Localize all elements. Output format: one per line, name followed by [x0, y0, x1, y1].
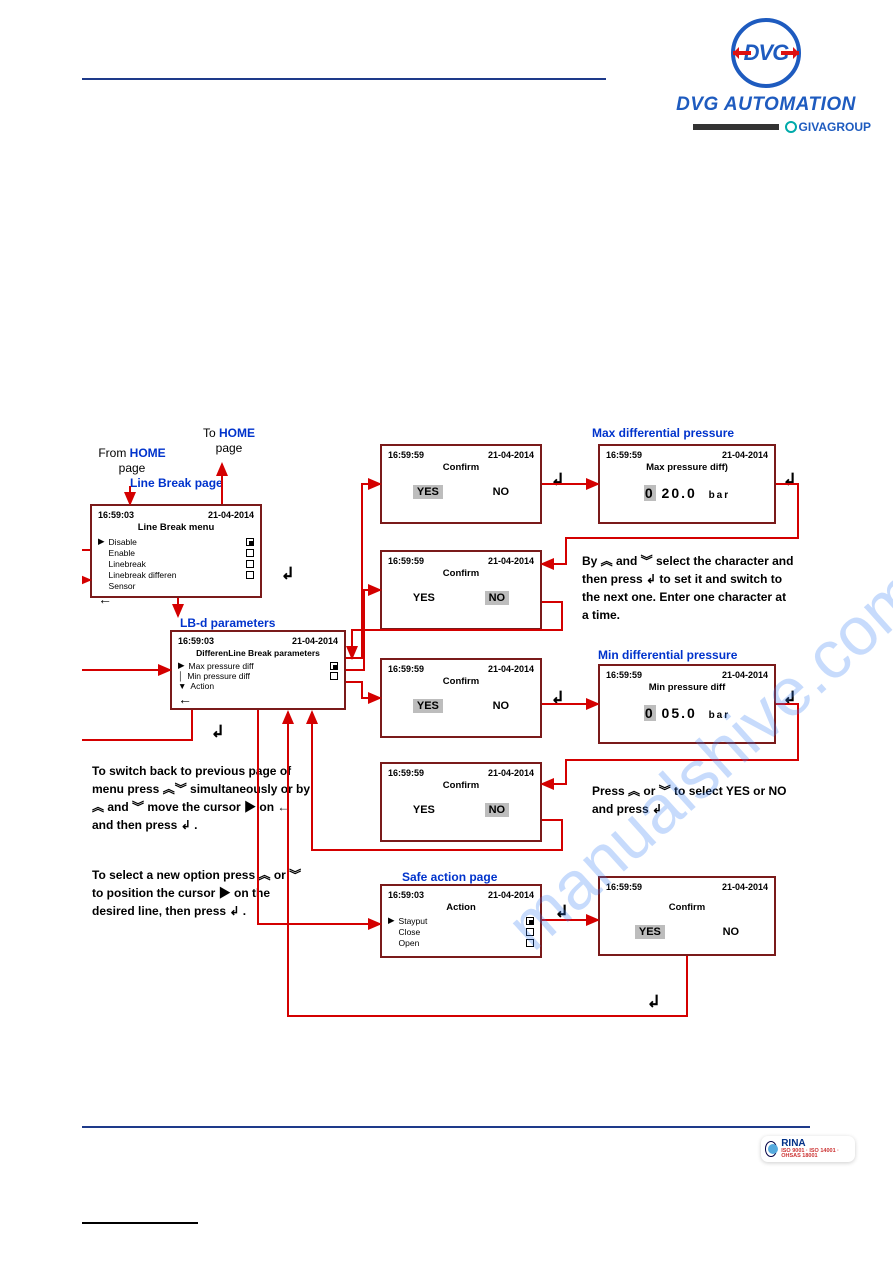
footer-rule: [82, 1126, 810, 1128]
rina-sub: ISO 9001 · ISO 14001 · OHSAS 18001: [781, 1149, 851, 1160]
list-item: ▼Action: [178, 681, 338, 691]
rina-name: RINA: [781, 1139, 851, 1149]
confirm-1: 16:59:5921-04-2014 Confirm YESNO: [380, 444, 542, 524]
enter-icon: ↲: [552, 688, 563, 711]
maxp-label: Max differential pressure: [592, 426, 734, 441]
enter-icon: ↲: [784, 688, 795, 711]
enter-icon: ↲: [784, 470, 795, 493]
no-option: NO: [485, 803, 510, 817]
confirm-4: 16:59:5921-04-2014 Confirm YESNO: [380, 762, 542, 842]
lbd-title: DifferenLine Break parameters: [178, 648, 338, 658]
list-item: ▶Linebreak: [98, 558, 254, 569]
instruction-1: To switch back to previous page of menu …: [92, 762, 314, 834]
yes-option: YES: [413, 485, 443, 499]
header-rule: [82, 78, 606, 80]
list-item: ▶Stayput: [388, 915, 534, 926]
list-item: ▶Enable: [98, 547, 254, 558]
list-item: ▶Open: [388, 937, 534, 948]
minp-label: Min differential pressure: [598, 648, 737, 663]
enter-icon: ↲: [282, 564, 293, 587]
minp-value: 0 05.0 bar: [606, 705, 768, 721]
list-item: │Min pressure diff: [178, 671, 338, 681]
list-item: ▶Disable: [98, 536, 254, 547]
enter-icon: ↲: [556, 902, 567, 925]
yes-option: YES: [413, 592, 435, 604]
enter-icon: ↲: [648, 992, 659, 1015]
no-option: NO: [493, 700, 510, 712]
back-icon: ←: [98, 591, 254, 607]
flowchart: From HOME page To HOME page Line Break p…: [82, 364, 812, 1044]
logo-subtitle: GIVAGROUP: [799, 120, 871, 134]
list-item: ▶Sensor: [98, 580, 254, 591]
lbd-screen: 16:59:0321-04-2014 DifferenLine Break pa…: [170, 630, 346, 710]
lbd-label: LB-d parameters: [180, 616, 275, 631]
dvg-logo-icon: DVG: [731, 18, 801, 88]
linebreak-title: Line Break menu: [98, 522, 254, 533]
nav-from-label: From HOME page: [92, 446, 172, 476]
logo-title: DVG AUTOMATION: [661, 94, 871, 116]
logo-bar: [693, 124, 779, 130]
safe-screen: 16:59:0321-04-2014 Action ▶Stayput ▶Clos…: [380, 884, 542, 958]
enter-icon: ↲: [212, 722, 223, 745]
confirm-2: 16:59:5921-04-2014 Confirm YESNO: [380, 550, 542, 630]
date: 21-04-2014: [208, 510, 254, 520]
instruction-4: Press ︽ or ︾ to select YES or NO and pre…: [592, 782, 792, 818]
yes-option: YES: [413, 699, 443, 713]
list-item: ▶Linebreak differen: [98, 569, 254, 580]
nav-to-label: To HOME page: [194, 426, 264, 456]
rina-icon: [765, 1141, 777, 1157]
list-item: ▶Close: [388, 926, 534, 937]
brand-logo: DVG DVG AUTOMATION GIVAGROUP: [661, 18, 871, 136]
footer-underline: [82, 1222, 198, 1224]
confirm-5: 16:59:5921-04-2014 Confirm YESNO: [598, 876, 776, 956]
linebreak-label: Line Break page: [130, 476, 223, 491]
givagroup-icon: [785, 121, 797, 133]
maxp-value: 0 20.0 bar: [606, 485, 768, 501]
instruction-3: By ︽ and ︾ select the character and then…: [582, 552, 796, 624]
yes-option: YES: [635, 925, 665, 939]
enter-icon: ↲: [552, 470, 563, 493]
safe-label: Safe action page: [402, 870, 497, 885]
minp-screen: 16:59:5921-04-2014 Min pressure diff 0 0…: [598, 664, 776, 744]
no-option: NO: [493, 486, 510, 498]
list-item: ▶Max pressure diff: [178, 660, 338, 671]
no-option: NO: [485, 591, 510, 605]
instruction-2: To select a new option press ︽ or ︾ to p…: [92, 866, 302, 920]
maxp-screen: 16:59:5921-04-2014 Max pressure diff) 0 …: [598, 444, 776, 524]
confirm-3: 16:59:5921-04-2014 Confirm YESNO: [380, 658, 542, 738]
time: 16:59:03: [98, 510, 134, 520]
yes-option: YES: [413, 804, 435, 816]
no-option: NO: [723, 926, 740, 938]
back-icon: ←: [178, 691, 338, 707]
linebreak-screen: 16:59:03 21-04-2014 Line Break menu ▶Disa…: [90, 504, 262, 598]
rina-badge: RINA ISO 9001 · ISO 14001 · OHSAS 18001: [761, 1136, 855, 1162]
